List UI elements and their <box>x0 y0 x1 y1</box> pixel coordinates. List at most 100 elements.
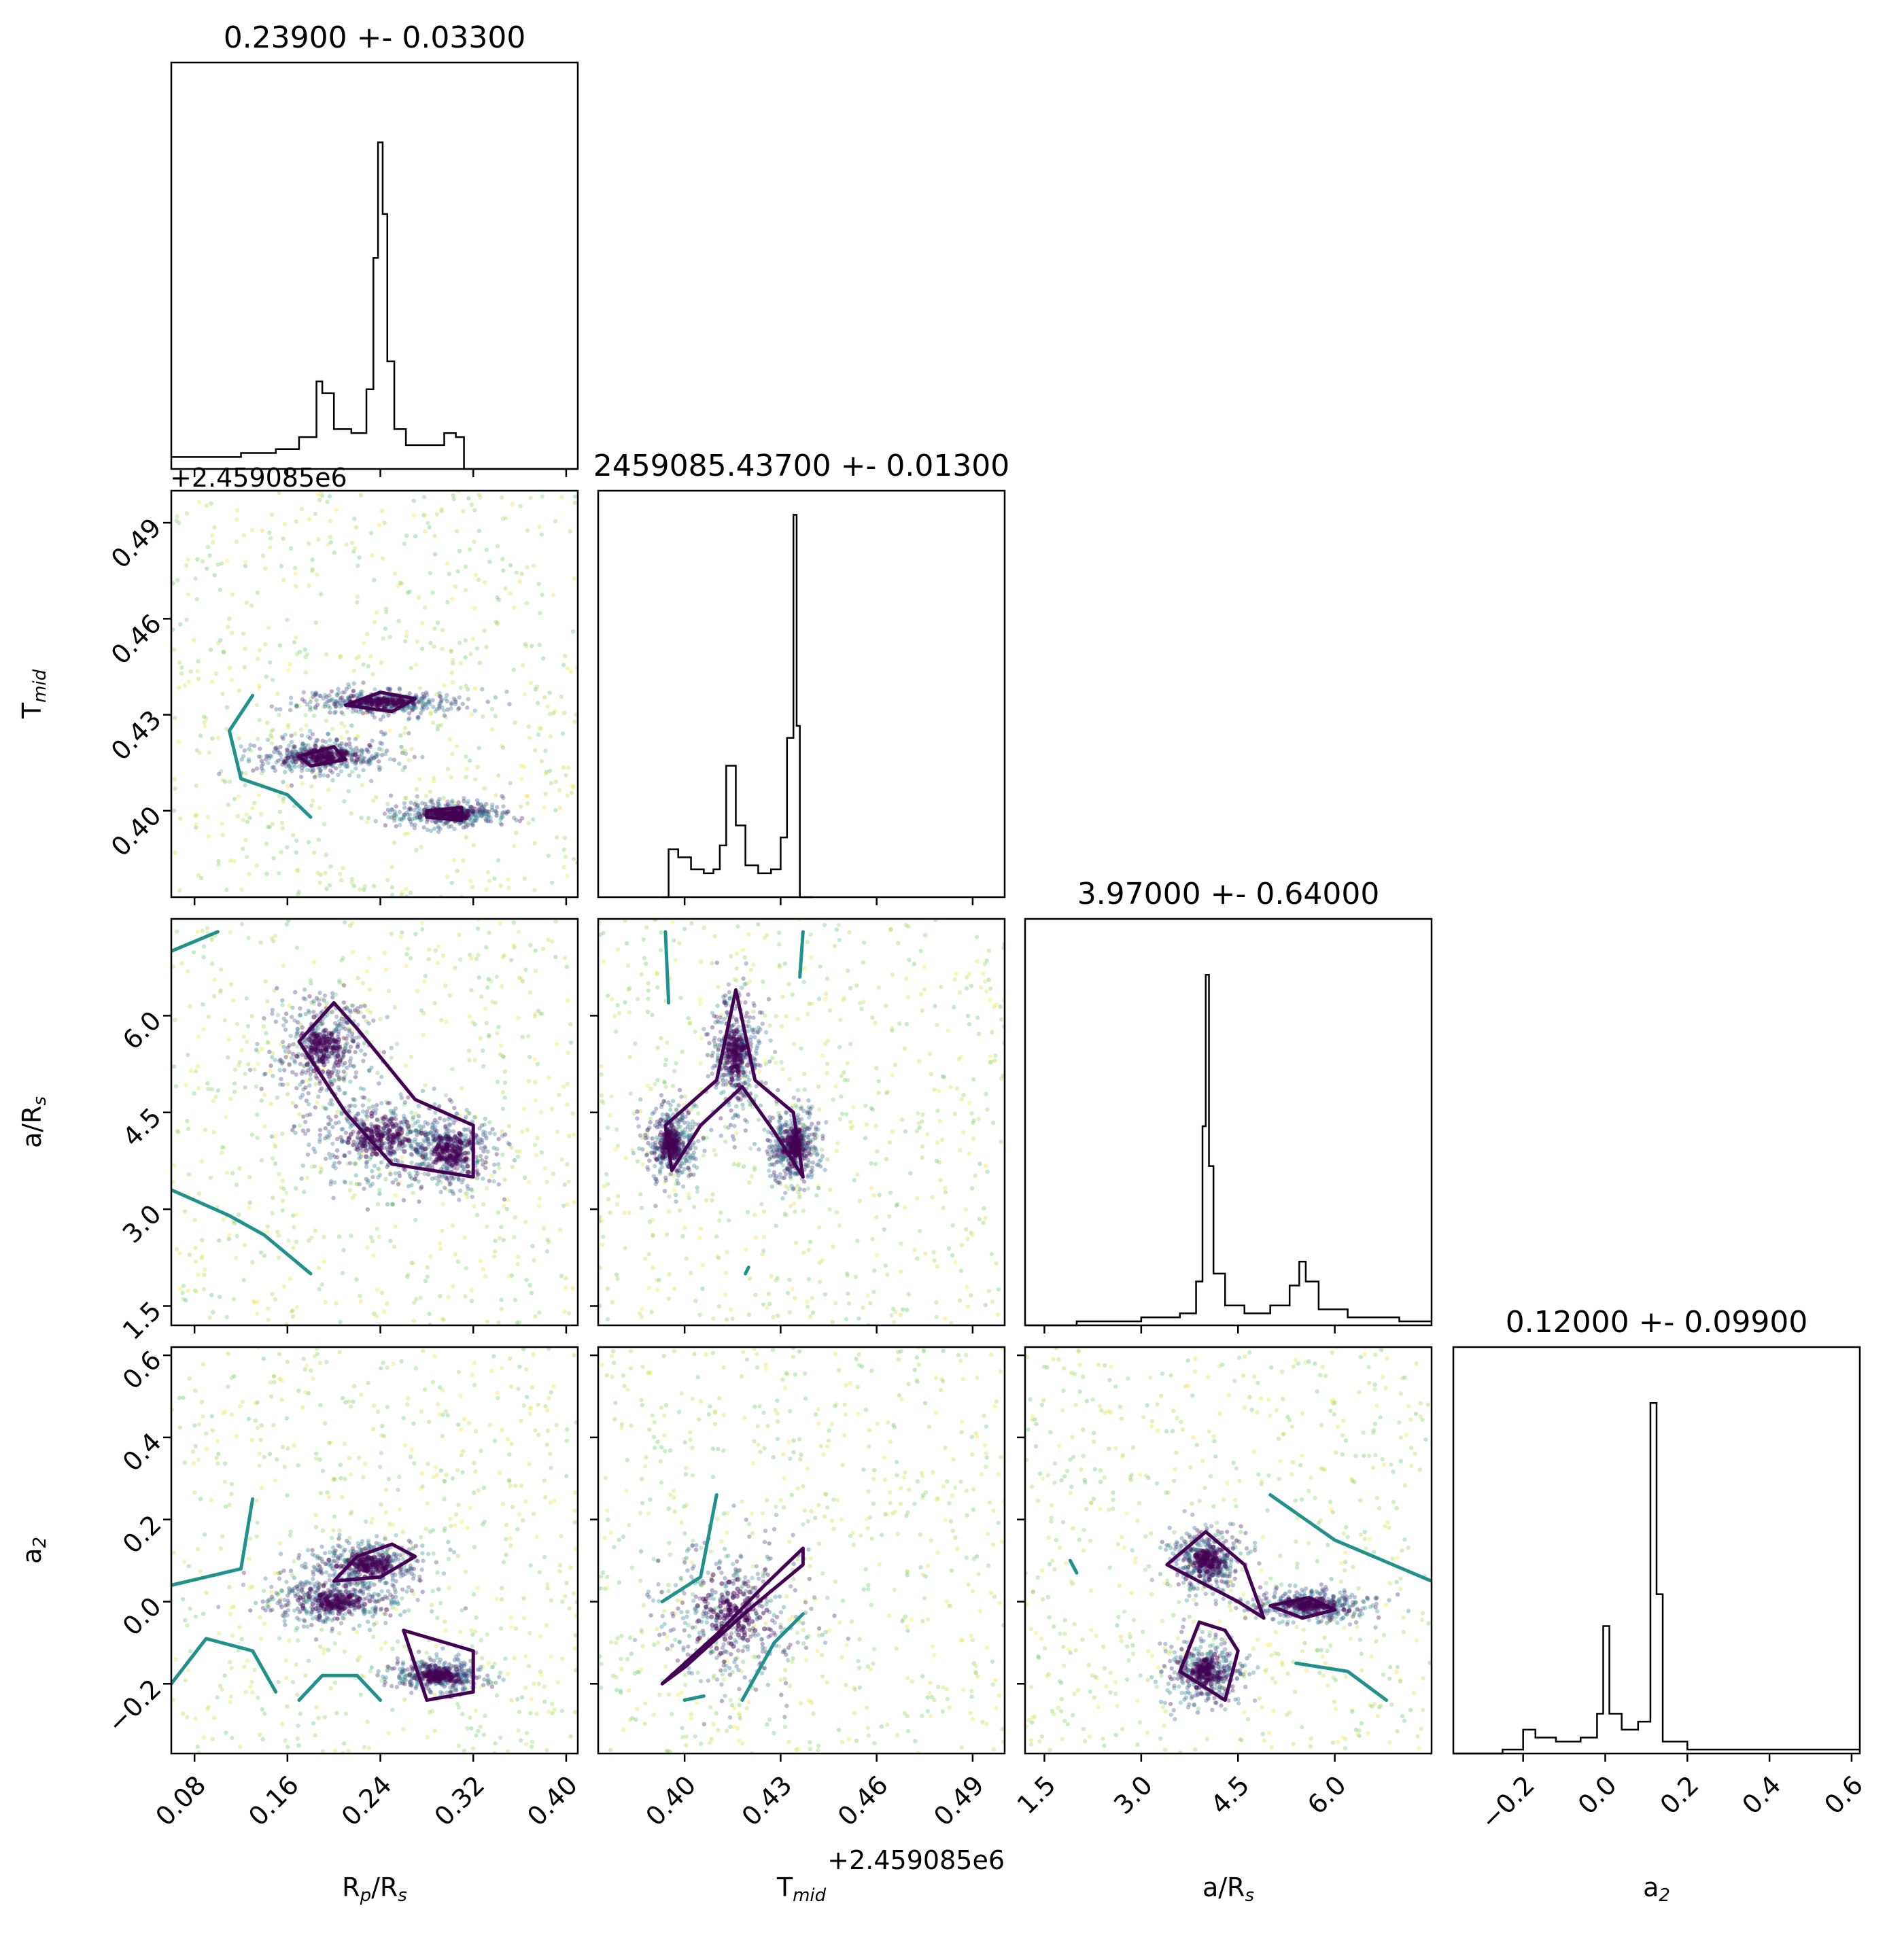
scatter-point <box>475 1158 480 1163</box>
scatter-point <box>476 953 481 958</box>
scatter-point <box>340 1270 345 1276</box>
scatter-point <box>466 1151 471 1155</box>
histogram-panel-rp <box>170 61 579 470</box>
scatter-point <box>289 1056 294 1060</box>
scatter-point <box>313 704 318 710</box>
scatter-point <box>342 799 347 804</box>
scatter-point <box>511 943 517 948</box>
scatter-point <box>484 811 489 816</box>
scatter-point <box>406 807 411 812</box>
scatter-point <box>487 930 491 935</box>
scatter-point <box>451 1121 456 1126</box>
scatter-point <box>311 1376 315 1381</box>
scatter-point <box>402 1644 406 1649</box>
scatter-point <box>387 1100 392 1105</box>
scatter-point <box>219 561 224 566</box>
scatter-point <box>498 1626 504 1631</box>
scatter-point <box>211 1098 216 1103</box>
scatter-point <box>336 1032 341 1037</box>
scatter-point <box>390 1522 396 1527</box>
scatter-point <box>323 1005 328 1010</box>
scatter-point <box>422 1161 427 1166</box>
scatter-point <box>483 1006 488 1011</box>
scatter-point <box>341 1062 345 1068</box>
scatter-point <box>559 1708 565 1713</box>
scatter-point <box>298 748 304 752</box>
scatter-point <box>342 1075 347 1080</box>
scatter-point <box>262 1253 267 1258</box>
scatter-point <box>285 748 290 753</box>
scatter-point <box>491 1254 497 1259</box>
scatter-point <box>512 1234 517 1240</box>
scatter-point <box>264 871 269 877</box>
scatter-point <box>384 610 389 614</box>
scatter-point <box>396 761 402 766</box>
scatter-point <box>474 1160 479 1165</box>
scatter-point <box>243 559 248 565</box>
scatter-point <box>248 743 253 748</box>
scatter-point <box>300 1128 305 1133</box>
scatter-point <box>283 1049 288 1053</box>
scatter-point <box>470 1188 475 1193</box>
scatter-point <box>553 808 558 813</box>
scatter-point <box>496 1136 501 1142</box>
scatter-point <box>271 727 275 733</box>
scatter-point <box>226 1233 232 1238</box>
scatter-point <box>570 1286 575 1291</box>
scatter-point <box>281 1068 287 1073</box>
scatter-point <box>368 743 373 748</box>
scatter-point <box>449 648 453 652</box>
scatter-point <box>216 862 221 867</box>
scatter-point <box>332 1180 337 1185</box>
scatter-point <box>474 1159 480 1164</box>
scatter-point <box>432 1102 437 1107</box>
scatter-point <box>427 1710 432 1715</box>
scatter-point <box>432 1117 438 1123</box>
scatter-point <box>353 1113 358 1119</box>
scatter-point <box>301 690 307 695</box>
scatter-point <box>443 1093 449 1098</box>
scatter-point <box>322 993 328 998</box>
scatter-point <box>369 1113 375 1119</box>
scatter-point <box>434 707 440 712</box>
scatter-point <box>382 520 387 525</box>
scatter-point <box>234 539 239 544</box>
scatter-point <box>460 1608 464 1613</box>
scatter-point <box>328 883 332 888</box>
scatter-point <box>525 565 530 570</box>
scatter-point <box>494 805 500 809</box>
scatter-point <box>310 706 315 711</box>
scatter-point <box>324 652 329 657</box>
scatter-point <box>465 1195 470 1200</box>
scatter-point <box>366 1745 371 1750</box>
scatter-point <box>420 1154 426 1160</box>
scatter-point <box>280 762 285 767</box>
scatter-point <box>464 1139 469 1144</box>
scatter-point <box>500 812 504 818</box>
scatter-point <box>415 1150 419 1155</box>
scatter-point <box>171 808 177 813</box>
scatter-point <box>482 805 487 809</box>
scatter-point <box>421 705 426 710</box>
scatter-point <box>407 691 412 696</box>
scatter-point <box>565 1102 570 1107</box>
scatter-point <box>409 1110 414 1115</box>
scatter-point <box>330 778 335 783</box>
scatter-point <box>392 809 398 814</box>
scatter-point <box>365 1114 370 1119</box>
scatter-point <box>362 1582 367 1586</box>
scatter-point <box>365 1207 370 1212</box>
scatter-point <box>194 597 199 602</box>
scatter-point <box>417 1152 421 1157</box>
scatter-point <box>475 1586 480 1590</box>
scatter-point <box>443 696 448 701</box>
scatter-point <box>362 884 367 889</box>
scatter-point <box>386 1128 392 1133</box>
scatter-point <box>370 754 375 759</box>
scatter-point <box>279 1378 284 1383</box>
scatter-point <box>178 1287 183 1291</box>
scatter-point <box>327 1074 332 1079</box>
scatter-point <box>360 756 366 761</box>
scatter-point <box>417 686 423 691</box>
scatter-point <box>177 521 181 525</box>
